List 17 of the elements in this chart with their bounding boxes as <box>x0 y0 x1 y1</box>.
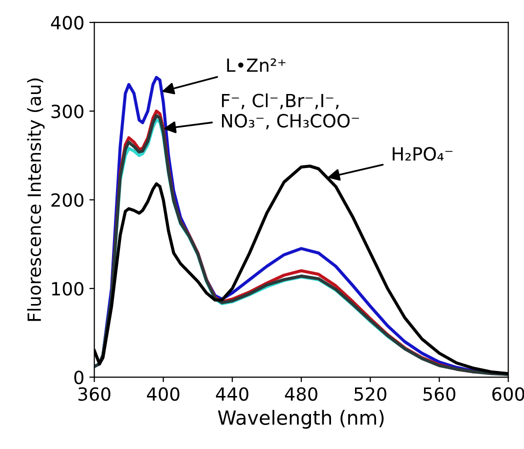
x-tick-label: 560 <box>423 387 456 401</box>
x-tick-label: 480 <box>284 387 318 401</box>
y-tick-label: 200 <box>51 193 84 207</box>
annotation: L•Zn²⁺ <box>227 58 286 72</box>
x-tick-label: 440 <box>216 387 248 401</box>
y-tick-label: 100 <box>52 282 84 296</box>
annotation: H₂PO₄⁻ <box>392 147 452 161</box>
x-tick-label: 600 <box>492 387 524 401</box>
x-tick-label: 520 <box>354 387 386 401</box>
x-axis-title: Wavelength (nm) <box>218 410 384 429</box>
y-axis-title: Fluorescence Intensity (au) <box>27 78 45 321</box>
annotation: F⁻, Cl⁻,Br⁻,I⁻, NO₃⁻, CH₃COO⁻ <box>222 93 359 130</box>
x-tick-label: 360 <box>78 387 110 401</box>
y-tick-label: 0 <box>74 370 84 384</box>
y-tick-label: 400 <box>51 16 84 30</box>
y-tick-label: 300 <box>52 104 84 118</box>
x-tick-label: 400 <box>146 387 180 401</box>
